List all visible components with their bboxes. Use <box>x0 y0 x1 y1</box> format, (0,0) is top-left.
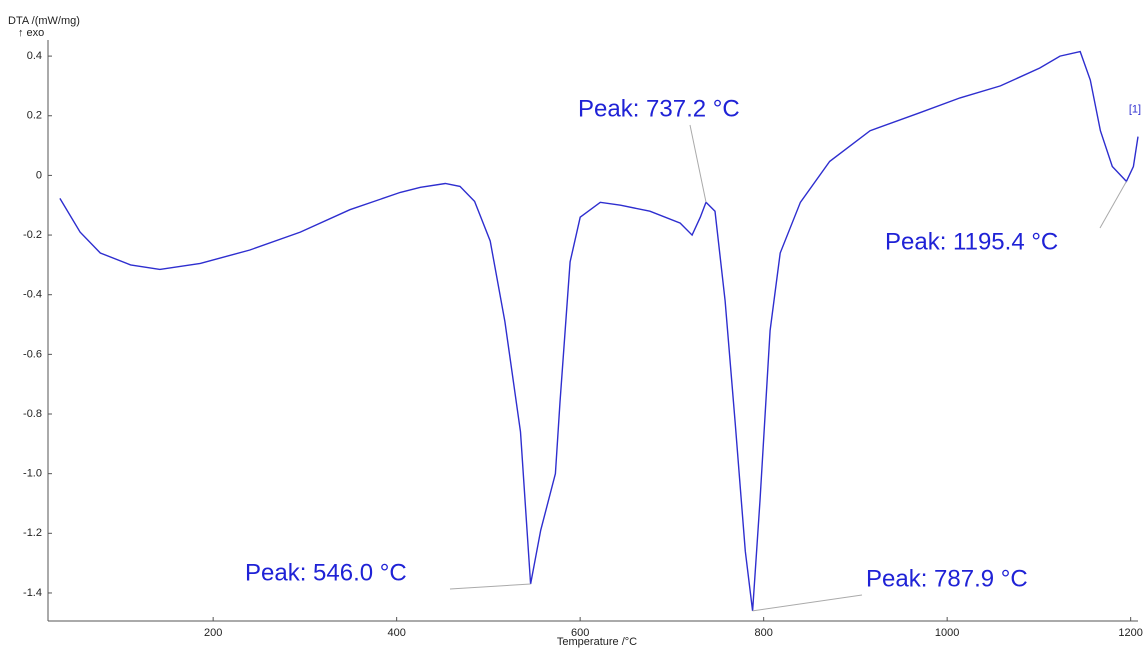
leader-line <box>752 594 863 612</box>
y-tick-label: -1.4 <box>23 587 42 599</box>
y-direction: ↑ exo <box>18 27 44 39</box>
y-axis-title: DTA /(mW/mg) <box>8 15 80 27</box>
peak-label: Peak: 1195.4 °C <box>885 228 1058 255</box>
x-tick-label: 400 <box>387 627 405 639</box>
y-tick-label: 0.4 <box>27 50 42 62</box>
peak-label: Peak: 787.9 °C <box>866 565 1028 592</box>
peak-label: Peak: 737.2 °C <box>578 95 740 122</box>
leader-line <box>1099 181 1127 229</box>
y-tick-label: -1.2 <box>23 527 42 539</box>
x-tick-label: 200 <box>204 627 222 639</box>
y-tick-label: -0.8 <box>23 408 42 420</box>
y-tick-label: -1.0 <box>23 468 42 480</box>
data-line <box>59 50 1139 611</box>
x-tick-label: 1000 <box>935 627 959 639</box>
y-tick-label: -0.2 <box>23 229 42 241</box>
x-tick-label: 600 <box>571 627 589 639</box>
y-tick-label: -0.4 <box>23 289 42 301</box>
peak-label: Peak: 546.0 °C <box>245 559 407 586</box>
leader-line <box>689 124 707 203</box>
series-label: [1] <box>1129 104 1141 116</box>
x-tick-label: 1200 <box>1118 627 1142 639</box>
x-tick-label: 800 <box>754 627 772 639</box>
leader-line <box>449 583 531 590</box>
y-tick-label: -0.6 <box>23 348 42 360</box>
y-tick-label: 0.2 <box>27 110 42 122</box>
y-tick-label: 0 <box>36 169 42 181</box>
x-axis-title: Temperature /°C <box>557 636 637 648</box>
